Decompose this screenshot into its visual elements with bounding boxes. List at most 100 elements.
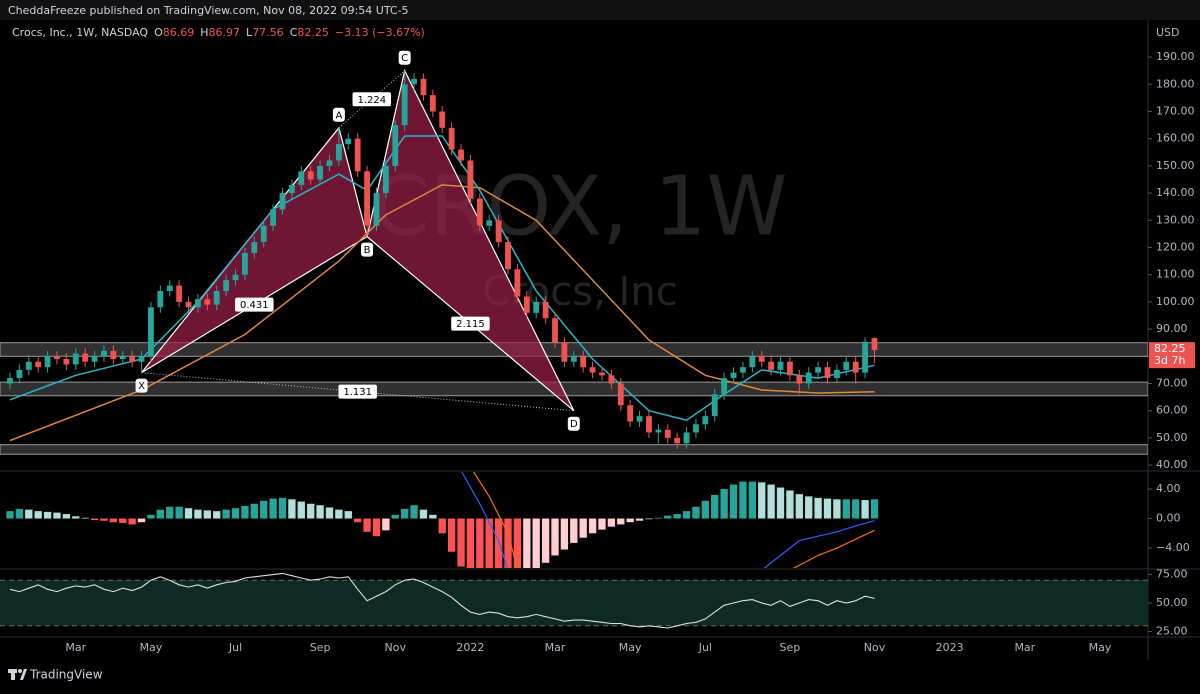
candle-body xyxy=(448,127,455,150)
candle-body xyxy=(514,269,521,297)
y-tick-label: 100.00 xyxy=(1156,295,1195,308)
candle-body xyxy=(561,342,568,362)
histogram-bar xyxy=(43,511,52,519)
histogram-bar xyxy=(767,484,775,519)
ratio-label-box xyxy=(352,92,392,107)
candle-body xyxy=(796,375,803,384)
candle-body xyxy=(702,416,709,425)
candle-body xyxy=(693,424,699,433)
histogram-bar xyxy=(823,498,832,519)
header-bar xyxy=(0,0,1200,20)
histogram-bar xyxy=(720,488,728,519)
candle-body xyxy=(101,350,107,357)
histogram-bar xyxy=(532,518,540,568)
histogram-bar xyxy=(504,518,512,568)
y-tick-label: 140.00 xyxy=(1156,186,1195,199)
candle-body xyxy=(213,291,220,305)
histogram-bar xyxy=(297,501,305,519)
histogram-bar xyxy=(260,500,268,519)
y-tick-label: 75.00 xyxy=(1156,568,1188,581)
candle-body xyxy=(148,307,154,357)
ratio-label: 1.224 xyxy=(357,95,386,106)
point-label-box xyxy=(135,378,148,393)
histogram-bar xyxy=(748,481,756,519)
candle-body xyxy=(223,280,230,292)
legend-ohlc-value: 86.69 xyxy=(163,26,195,39)
histogram-bar xyxy=(15,508,24,519)
y-tick-label: 190.00 xyxy=(1156,50,1195,63)
histogram-bar xyxy=(128,518,136,525)
candle-body xyxy=(627,405,634,422)
histogram-bar xyxy=(6,511,14,519)
histogram-bar xyxy=(701,500,710,519)
candle-body xyxy=(674,437,681,444)
candle-body xyxy=(335,144,342,161)
candle-body xyxy=(63,359,70,365)
histogram-bar xyxy=(354,518,362,523)
candle-body xyxy=(326,160,333,166)
candle-body xyxy=(345,138,352,145)
ratio-label: 0.431 xyxy=(240,300,269,311)
candle-body xyxy=(270,209,277,226)
histogram-bar xyxy=(137,518,146,523)
histogram-bar xyxy=(513,518,522,568)
histogram-bar xyxy=(523,518,531,568)
y-tick-label: 25.00 xyxy=(1156,624,1188,637)
y-tick-label: 110.00 xyxy=(1156,268,1195,281)
histogram-bar xyxy=(664,515,672,519)
candle-body xyxy=(195,299,201,308)
candle-body xyxy=(54,356,60,360)
legend: Crocs, Inc., 1W, NASDAQ O86.69 H86.97 L77.5… xyxy=(12,26,425,39)
candle-body xyxy=(91,356,98,362)
rsi-pane xyxy=(0,572,1148,629)
last-price-label: 82.25 xyxy=(1154,342,1186,355)
histogram-bar xyxy=(410,505,418,519)
x-tick-label: Jul xyxy=(228,641,242,654)
histogram-bar xyxy=(541,518,550,563)
candle-body xyxy=(185,301,192,308)
candle-body xyxy=(843,361,850,370)
histogram-bar xyxy=(81,517,89,519)
y-tick-label: 90.00 xyxy=(1156,322,1188,335)
histogram-bar xyxy=(62,514,71,519)
candle-body xyxy=(580,356,587,368)
candle-body xyxy=(138,356,145,362)
candle-body xyxy=(16,369,23,379)
histogram-bar xyxy=(250,503,258,519)
y-tick-label: 150.00 xyxy=(1156,159,1195,172)
histogram-bar xyxy=(739,481,747,519)
candle-body xyxy=(683,432,690,444)
candle-body xyxy=(7,378,13,384)
histogram-bar xyxy=(288,499,296,519)
candle-body xyxy=(44,356,51,368)
histogram-bar xyxy=(870,499,879,519)
candle-body xyxy=(862,341,868,373)
candle-body xyxy=(110,350,117,360)
histogram-bar xyxy=(222,509,230,519)
histogram-bar xyxy=(645,518,653,520)
histogram-bar xyxy=(325,507,334,519)
candle-body xyxy=(429,95,436,112)
candle-body xyxy=(251,242,258,253)
ratio-label: 2.115 xyxy=(456,319,485,330)
moving-average xyxy=(9,184,875,442)
x-tick-label: 2023 xyxy=(936,641,964,654)
histogram-bar xyxy=(363,518,371,532)
y-tick-label: 180.00 xyxy=(1156,77,1195,90)
candle-body xyxy=(364,171,370,226)
histogram-bar xyxy=(485,518,493,568)
candle-body xyxy=(777,361,784,370)
histogram-bar xyxy=(307,503,315,519)
candle-body xyxy=(740,367,746,373)
histogram-bar xyxy=(626,518,634,523)
histogram-bar xyxy=(476,518,484,568)
candle-body xyxy=(129,356,136,362)
candle-body xyxy=(608,375,615,384)
y-tick-label: 50.00 xyxy=(1156,596,1188,609)
x-tick-label: Mar xyxy=(65,641,86,654)
y-tick-label: 130.00 xyxy=(1156,213,1195,226)
macd-line xyxy=(461,472,875,568)
x-tick-label: Nov xyxy=(864,641,886,654)
